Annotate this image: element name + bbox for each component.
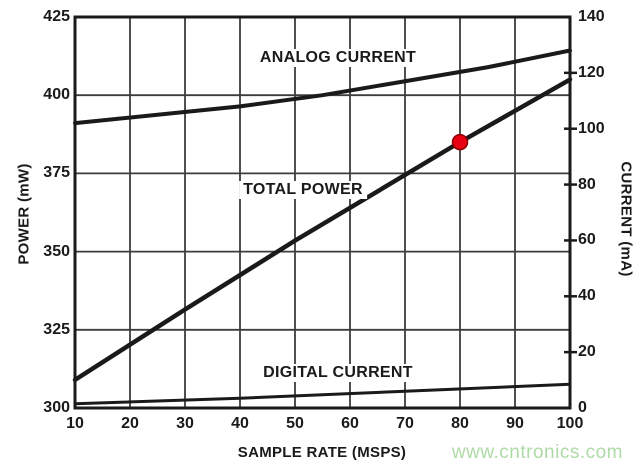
x-tick-label: 30 (176, 415, 194, 432)
plot-border (73, 15, 572, 410)
x-tick-label: 10 (66, 415, 84, 432)
y-left-tick-label: 325 (43, 320, 70, 338)
x-axis-title: SAMPLE RATE (MSPS) (237, 444, 407, 461)
series-label-digital-current: DIGITAL CURRENT (259, 364, 417, 382)
y-right-tick-label: 60 (578, 231, 596, 249)
x-tick-label: 60 (341, 415, 359, 432)
x-tick-label: 90 (506, 415, 524, 432)
y-right-tick-label: 40 (578, 287, 596, 305)
series-line-total-power (72, 77, 573, 383)
x-tick-label: 80 (451, 415, 469, 432)
y-right-tick-label: 80 (578, 175, 596, 193)
y-left-tick-label: 375 (43, 164, 70, 182)
y-left-tick-label: 400 (43, 86, 70, 104)
y-right-tick-label: 140 (578, 8, 605, 25)
y-right-tick-label: 20 (578, 343, 596, 361)
operating-point-marker (451, 133, 469, 151)
x-tick-label: 70 (396, 415, 414, 432)
series-line-digital-current (73, 382, 572, 406)
y-right-tick-label: 0 (578, 399, 587, 416)
y-left-tick-label: 300 (43, 399, 70, 416)
y-right-tick-label: 100 (578, 119, 605, 137)
y-left-tick-label: 425 (43, 8, 70, 25)
x-tick-label: 100 (556, 415, 584, 432)
series-label-analog-current: ANALOG CURRENT (255, 49, 421, 67)
watermark-text: www.cntronics.com (451, 442, 623, 463)
series-line-analog-current (73, 48, 572, 126)
x-tick-label: 50 (286, 415, 304, 432)
x-tick-label: 20 (121, 415, 139, 432)
x-tick-label: 40 (231, 415, 249, 432)
y-left-tick-label: 350 (43, 242, 70, 260)
y-right-tick-label: 120 (578, 63, 605, 81)
series-label-total-power: TOTAL POWER (239, 181, 367, 199)
